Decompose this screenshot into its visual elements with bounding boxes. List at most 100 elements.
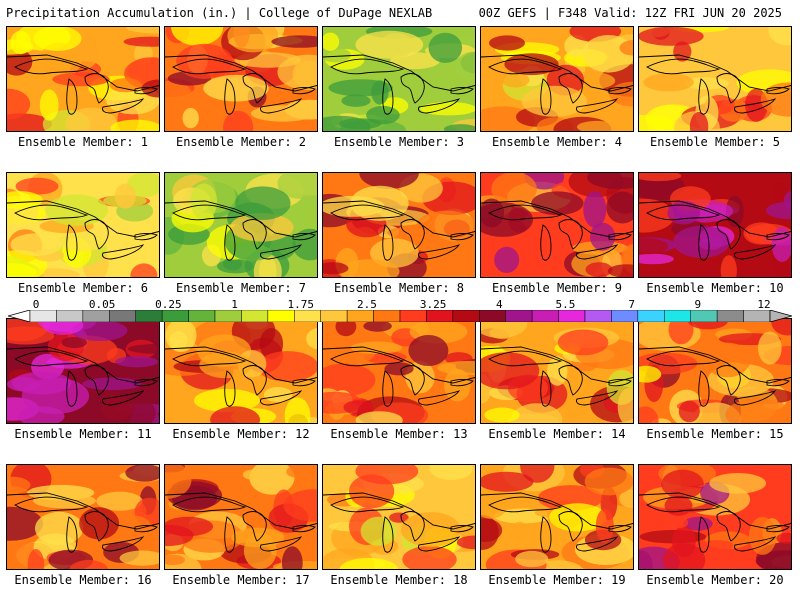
ensemble-member-label: Ensemble Member: 13 (330, 427, 468, 441)
ensemble-member-label: Ensemble Member: 4 (491, 135, 623, 149)
precipitation-field (481, 27, 633, 131)
color-scale-segment (29, 310, 57, 322)
ensemble-member-map (164, 464, 318, 570)
color-scale-segment (637, 310, 665, 322)
color-scale-segment (373, 310, 401, 322)
color-scale-segment (399, 310, 427, 322)
color-scale-segment (531, 310, 559, 322)
color-scale-tick-label: 1 (231, 298, 238, 311)
color-scale-segment (56, 310, 84, 322)
color-scale-segment (294, 310, 321, 322)
ensemble-member-map (638, 318, 792, 424)
color-scale-segment (161, 310, 189, 322)
ensemble-member-label: Ensemble Member: 15 (646, 427, 784, 441)
color-scale-segment (267, 310, 295, 322)
great-lakes-outline (481, 346, 633, 407)
precipitation-field (165, 319, 317, 423)
great-lakes-outline (323, 54, 475, 115)
color-scale-tick-label: 0.05 (88, 298, 116, 311)
precipitation-color-scale: 0 0.05 0.25 1 1.75 2.5 3.25 4 5.5 7 9 12 (8, 298, 792, 322)
ensemble-member-label: Ensemble Member: 6 (17, 281, 149, 295)
ensemble-member-map (164, 172, 318, 278)
ensemble-member-map (322, 318, 476, 424)
precipitation-field (323, 465, 475, 569)
ensemble-member-map (322, 464, 476, 570)
color-scale-tick-label: 0.25 (155, 298, 182, 311)
ensemble-member-label: Ensemble Member: 14 (488, 427, 626, 441)
color-scale-tick-label: 1.75 (287, 298, 314, 311)
ensemble-member-label: Ensemble Member: 18 (330, 573, 468, 587)
ensemble-member-map (6, 464, 160, 570)
great-lakes-outline (165, 346, 317, 407)
great-lakes-outline (481, 200, 633, 261)
ensemble-member-map (322, 172, 476, 278)
precipitation-field (481, 173, 633, 277)
ensemble-member-map (638, 464, 792, 570)
ensemble-member-label: Ensemble Member: 3 (333, 135, 465, 149)
ensemble-member-label: Ensemble Member: 17 (172, 573, 310, 587)
ensemble-member-map (480, 26, 634, 132)
great-lakes-outline (323, 346, 475, 407)
great-lakes-outline (165, 492, 317, 553)
great-lakes-outline (639, 200, 791, 261)
precipitation-field (481, 465, 633, 569)
color-scale-segment (346, 310, 374, 322)
color-scale-tick-label: 3.25 (419, 298, 447, 311)
color-scale-tick-label: 9 (694, 298, 702, 311)
precipitation-field (7, 465, 159, 569)
color-scale-segment (558, 310, 586, 322)
ensemble-member-map (322, 26, 476, 132)
ensemble-member-label: Ensemble Member: 11 (14, 427, 152, 441)
ensemble-member-label: Ensemble Member: 5 (649, 135, 781, 149)
color-scale-segment (743, 310, 771, 322)
color-scale-tick-label: 7 (628, 298, 635, 311)
precipitation-field (323, 173, 475, 277)
color-scale-segment (584, 310, 612, 322)
chart-title: Precipitation Accumulation (in.) | Colle… (6, 6, 433, 20)
precipitation-field (165, 465, 317, 569)
great-lakes-outline (323, 492, 475, 553)
color-scale-segment (690, 310, 718, 322)
scale-arrow-right (769, 310, 792, 322)
ensemble-member-label: Ensemble Member: 12 (172, 427, 310, 441)
color-scale-tick-label: 5.5 (555, 298, 576, 311)
precipitation-field (7, 27, 159, 131)
color-scale-segment (426, 310, 454, 322)
ensemble-member-map (638, 172, 792, 278)
ensemble-member-label: Ensemble Member: 8 (333, 281, 465, 295)
color-scale-tick-label: 0 (32, 298, 40, 311)
ensemble-member-label: Ensemble Member: 7 (175, 281, 307, 295)
color-scale-tick-label: 2.5 (356, 298, 377, 311)
color-scale-tick-label: 12 (757, 298, 771, 311)
color-scale-segment (664, 310, 691, 322)
ensemble-member-map (164, 318, 318, 424)
precipitation-field (323, 27, 475, 131)
great-lakes-outline (639, 346, 791, 407)
great-lakes-outline (7, 200, 159, 261)
color-scale-bar (8, 310, 792, 322)
ensemble-member-label: Ensemble Member: 20 (646, 573, 784, 587)
color-scale-segment (188, 310, 216, 322)
color-scale-segment (320, 310, 348, 322)
ensemble-member-map (164, 26, 318, 132)
color-scale-segment (716, 310, 744, 322)
ensemble-member-map (6, 172, 160, 278)
precipitation-field (7, 319, 159, 423)
precipitation-field (165, 173, 317, 277)
precipitation-field (639, 27, 791, 131)
color-scale-segment (241, 310, 269, 322)
run-valid-time: 00Z GEFS | F348 Valid: 12Z FRI JUN 20 20… (478, 6, 782, 20)
ensemble-member-map (480, 172, 634, 278)
ensemble-member-label: Ensemble Member: 9 (491, 281, 623, 295)
great-lakes-outline (481, 54, 633, 115)
color-scale-tick-label: 4 (495, 298, 503, 311)
scale-arrow-left (8, 310, 31, 322)
great-lakes-outline (7, 492, 159, 553)
ensemble-member-label: Ensemble Member: 1 (17, 135, 149, 149)
color-scale-segment (505, 310, 533, 322)
ensemble-member-map (6, 318, 160, 424)
ensemble-member-label: Ensemble Member: 16 (14, 573, 152, 587)
color-scale-segment (214, 310, 242, 322)
ensemble-member-map (6, 26, 160, 132)
great-lakes-outline (7, 54, 159, 115)
